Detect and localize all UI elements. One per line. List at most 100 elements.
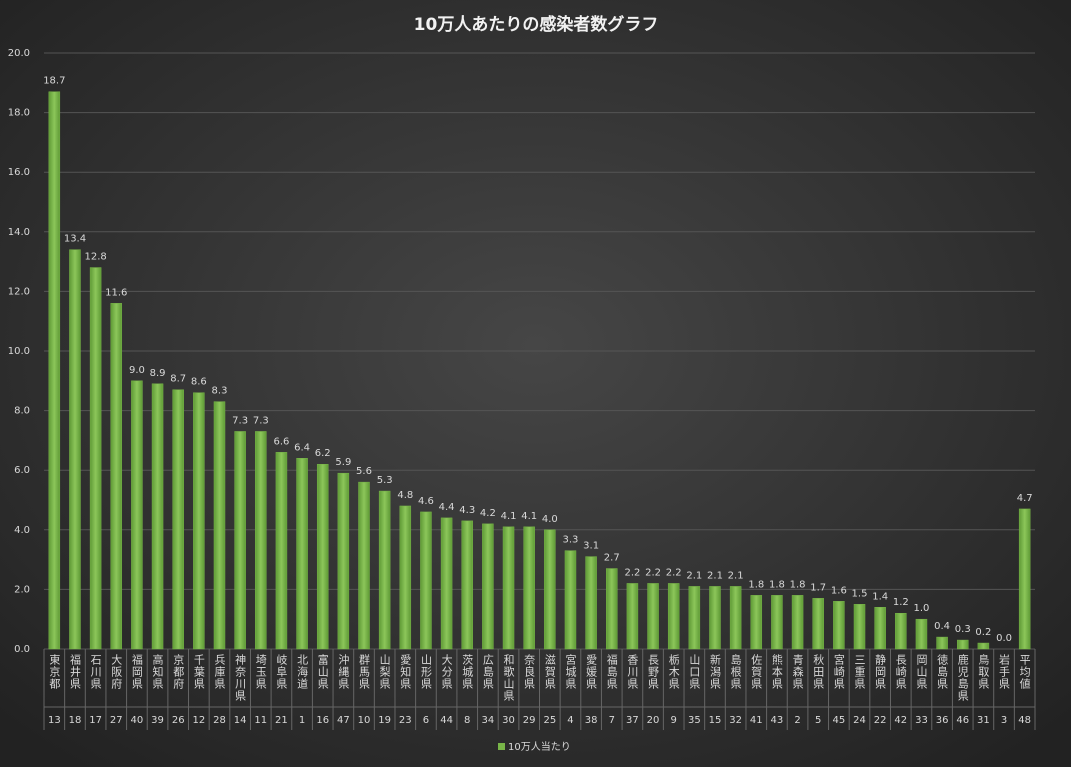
bar — [812, 598, 824, 650]
x-tick-label: 和歌山県 — [502, 654, 515, 702]
y-tick-label: 20.0 — [8, 48, 30, 59]
bar — [667, 583, 680, 650]
bar — [647, 583, 659, 650]
category-code: 5 — [815, 715, 821, 726]
value-label: 13.4 — [64, 234, 86, 245]
x-tick-label: 千葉県 — [192, 654, 205, 690]
bar — [296, 458, 308, 650]
x-tick-label: 石川県 — [89, 654, 102, 690]
x-tick-label: 岐阜県 — [275, 654, 288, 690]
value-label: 4.3 — [459, 505, 475, 516]
x-tick-label: 群馬県 — [358, 653, 371, 690]
bar — [440, 517, 453, 650]
value-label: 8.6 — [191, 377, 207, 388]
y-tick-label: 12.0 — [8, 286, 30, 297]
bar — [255, 431, 267, 650]
legend-label: 10万人当たり — [508, 740, 571, 753]
category-code: 17 — [89, 715, 102, 726]
x-tick-label: 鹿児島県 — [956, 653, 969, 702]
x-tick-label: 熊本県 — [770, 653, 783, 690]
bar — [771, 595, 783, 650]
category-code: 32 — [729, 715, 742, 726]
x-tick-label: 富山県 — [316, 653, 329, 690]
bar — [626, 583, 639, 650]
value-label: 2.1 — [707, 570, 723, 581]
y-tick-label: 8.0 — [14, 406, 30, 417]
value-label: 0.2 — [975, 627, 991, 638]
x-tick-label: 鳥取県 — [977, 653, 990, 690]
bar — [48, 91, 61, 650]
value-label: 8.9 — [150, 368, 166, 379]
category-code: 41 — [750, 715, 763, 726]
bar — [172, 389, 184, 650]
x-tick-label: 神奈川県 — [234, 653, 247, 702]
value-label: 18.7 — [43, 76, 65, 87]
bar — [213, 401, 226, 650]
value-label: 2.1 — [728, 570, 744, 581]
x-tick-label: 静岡県 — [874, 653, 887, 690]
bar — [193, 392, 205, 650]
bar — [977, 642, 990, 650]
category-code: 14 — [234, 715, 247, 726]
category-code: 26 — [172, 715, 185, 726]
value-label: 2.2 — [666, 567, 682, 578]
bar — [110, 303, 123, 650]
value-label: 12.8 — [84, 252, 106, 263]
x-tick-label: 埼玉県 — [254, 653, 267, 690]
category-code: 36 — [936, 715, 949, 726]
category-code: 28 — [213, 715, 226, 726]
category-code: 9 — [671, 715, 677, 726]
bar — [337, 472, 350, 650]
y-tick-label: 2.0 — [14, 584, 30, 595]
value-label: 1.8 — [769, 579, 785, 590]
value-label: 1.8 — [790, 579, 806, 590]
category-code: 1 — [299, 715, 305, 726]
bar — [544, 529, 556, 650]
category-code: 12 — [192, 715, 205, 726]
x-tick-label: 青森県 — [791, 654, 804, 690]
value-label: 1.4 — [872, 591, 888, 602]
legend-swatch — [498, 743, 505, 750]
category-code: 43 — [771, 715, 784, 726]
bar — [709, 586, 721, 650]
bar — [234, 431, 246, 650]
category-code: 6 — [423, 715, 429, 726]
x-tick-label: 三重県 — [853, 654, 866, 690]
bar — [833, 601, 845, 650]
x-tick-label: 香川県 — [626, 654, 639, 690]
category-code: 37 — [626, 715, 639, 726]
x-tick-label: 山梨県 — [378, 654, 391, 690]
value-label: 4.7 — [1017, 493, 1033, 504]
category-code: 15 — [709, 715, 722, 726]
category-code: 39 — [151, 715, 164, 726]
value-label: 4.1 — [501, 511, 517, 522]
bar — [791, 595, 804, 650]
y-tick-label: 16.0 — [8, 167, 30, 178]
bar — [874, 607, 886, 650]
bar — [482, 523, 494, 650]
x-tick-label: 長崎県 — [894, 654, 907, 690]
bar — [502, 526, 515, 650]
x-tick-label: 北海道 — [296, 654, 309, 690]
y-tick-label: 14.0 — [8, 227, 30, 238]
value-label: 5.9 — [335, 457, 351, 468]
category-code: 16 — [316, 715, 329, 726]
value-label: 7.3 — [253, 415, 269, 426]
category-code: 45 — [832, 715, 845, 726]
category-code: 22 — [874, 715, 887, 726]
bar — [420, 511, 432, 650]
x-tick-label: 愛媛県 — [585, 654, 598, 690]
value-label: 4.6 — [418, 496, 434, 507]
value-label: 6.4 — [294, 442, 310, 453]
category-code: 24 — [853, 715, 866, 726]
x-tick-label: 山口県 — [688, 654, 701, 690]
value-label: 2.2 — [645, 567, 661, 578]
category-code: 8 — [464, 715, 470, 726]
category-code: 25 — [543, 715, 556, 726]
category-code: 2 — [794, 715, 800, 726]
x-tick-label: 沖縄県 — [337, 654, 350, 690]
category-code: 31 — [977, 715, 990, 726]
x-tick-label: 奈良県 — [523, 653, 536, 690]
bar — [358, 481, 370, 650]
